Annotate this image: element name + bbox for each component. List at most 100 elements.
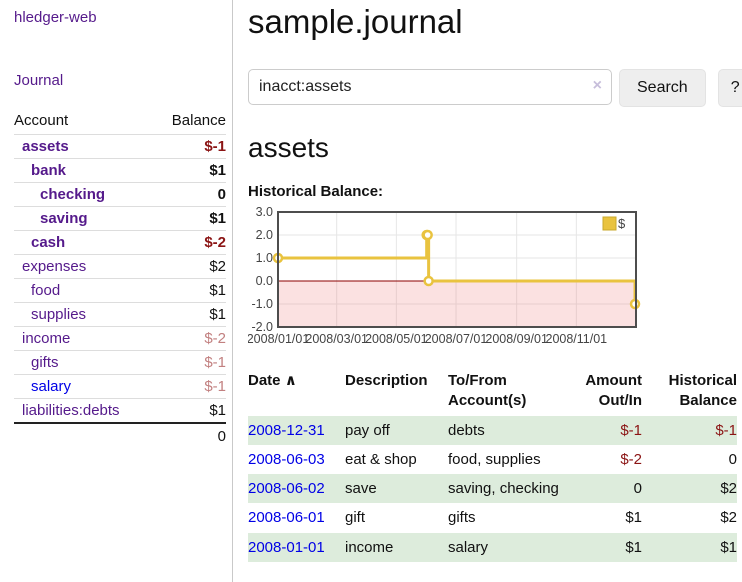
- account-row: liabilities:debts $1: [14, 399, 226, 424]
- account-row: supplies $1: [14, 303, 226, 327]
- transaction-balance: 0: [642, 445, 737, 474]
- transaction-accounts: food, supplies: [448, 445, 566, 474]
- transaction-accounts: salary: [448, 533, 566, 562]
- svg-text:2008/11/01: 2008/11/01: [546, 332, 608, 346]
- register-table: Date ∧ Description To/From Account(s) Am…: [248, 369, 737, 562]
- account-balance: $-1: [154, 375, 226, 399]
- account-balance: $1: [154, 303, 226, 327]
- transaction-accounts: debts: [448, 416, 566, 445]
- accounts-header-balance: Balance: [154, 110, 226, 135]
- transaction-date-link[interactable]: 2008-06-01: [248, 509, 325, 526]
- main-content: sample.journal × Search ? assets Histori…: [233, 0, 742, 582]
- transaction-description: save: [345, 474, 448, 503]
- account-balance: 0: [154, 183, 226, 207]
- svg-text:2008/01/01: 2008/01/01: [248, 332, 309, 346]
- table-row: 2008-06-02 savesaving, checking0$2: [248, 474, 737, 503]
- table-row: 2008-01-01incomesalary$1$1: [248, 533, 737, 562]
- accounts-total-value: 0: [154, 423, 226, 449]
- transaction-accounts: saving, checking: [448, 474, 566, 503]
- account-balance: $1: [154, 279, 226, 303]
- sidebar-account-gifts[interactable]: gifts: [31, 354, 59, 371]
- sidebar-account-bank[interactable]: bank: [31, 162, 66, 179]
- register-header-description: Description: [345, 369, 448, 416]
- transaction-balance: $2: [642, 474, 737, 503]
- svg-text:1.0: 1.0: [256, 251, 273, 265]
- accounts-header-account: Account: [14, 110, 154, 135]
- sidebar-account-checking[interactable]: checking: [40, 186, 105, 203]
- transaction-amount: $-2: [566, 445, 642, 474]
- sidebar-account-assets[interactable]: assets: [22, 138, 69, 155]
- account-row: food $1: [14, 279, 226, 303]
- search-button[interactable]: Search: [619, 69, 706, 107]
- account-row: expenses $2: [14, 255, 226, 279]
- search-input[interactable]: [248, 69, 612, 105]
- svg-text:0.0: 0.0: [256, 274, 273, 288]
- account-row: gifts $-1: [14, 351, 226, 375]
- account-title: assets: [248, 132, 742, 164]
- transaction-balance: $1: [642, 533, 737, 562]
- transaction-date-link[interactable]: 2008-01-01: [248, 539, 325, 556]
- table-row: 2008-06-01 giftgifts$1$2: [248, 503, 737, 532]
- account-row: assets $-1: [14, 135, 226, 159]
- accounts-table: Account Balance assets $-1 bank $1 checking 0…: [14, 110, 226, 449]
- account-row: income $-2: [14, 327, 226, 351]
- accounts-header-row: Account Balance: [14, 110, 226, 135]
- accounts-total-spacer: [14, 423, 154, 449]
- sidebar-account-food[interactable]: food: [31, 282, 60, 299]
- svg-text:-1.0: -1.0: [251, 297, 273, 311]
- register-header-date[interactable]: Date ∧: [248, 369, 345, 416]
- historical-balance-chart: $3.02.01.00.0-1.0-2.02008/01/012008/03/0…: [248, 205, 718, 351]
- sidebar-account-liabilities:debts[interactable]: liabilities:debts: [22, 402, 120, 419]
- account-balance: $2: [154, 255, 226, 279]
- search-bar: × Search ?: [248, 69, 742, 107]
- page-title: sample.journal: [248, 3, 742, 41]
- transaction-date-link[interactable]: 2008-06-02: [248, 480, 325, 497]
- account-row: saving $1: [14, 207, 226, 231]
- account-balance: $-1: [154, 351, 226, 375]
- account-balance: $-2: [154, 231, 226, 255]
- register-header-balance: Historical Balance: [642, 369, 737, 416]
- svg-text:3.0: 3.0: [256, 205, 273, 219]
- account-balance: $-1: [154, 135, 226, 159]
- account-balance: $1: [154, 159, 226, 183]
- account-row: salary $-1: [14, 375, 226, 399]
- transaction-balance: $2: [642, 503, 737, 532]
- svg-text:2008/09/01: 2008/09/01: [485, 332, 548, 346]
- svg-text:2008/05/01: 2008/05/01: [365, 332, 428, 346]
- sidebar: hledger-web Journal Account Balance asse…: [0, 0, 233, 582]
- search-input-wrap: ×: [248, 69, 612, 105]
- svg-text:2008/07/01: 2008/07/01: [425, 332, 488, 346]
- table-row: 2008-12-31pay offdebts$-1$-1: [248, 416, 737, 445]
- account-row: cash $-2: [14, 231, 226, 255]
- clear-search-icon[interactable]: ×: [593, 77, 602, 95]
- transaction-amount: $-1: [566, 416, 642, 445]
- app-title-link[interactable]: hledger-web: [14, 9, 225, 26]
- sidebar-account-income[interactable]: income: [22, 330, 70, 347]
- register-header-amount: Amount Out/In: [566, 369, 642, 416]
- transaction-amount: $1: [566, 533, 642, 562]
- sidebar-account-supplies[interactable]: supplies: [31, 306, 86, 323]
- transaction-date-link[interactable]: 2008-06-03: [248, 451, 325, 468]
- sidebar-account-expenses[interactable]: expenses: [22, 258, 86, 275]
- transaction-balance: $-1: [642, 416, 737, 445]
- account-balance: $1: [154, 207, 226, 231]
- sidebar-item-journal[interactable]: Journal: [14, 72, 225, 89]
- svg-text:2008/03/01: 2008/03/01: [305, 332, 368, 346]
- help-button[interactable]: ?: [718, 69, 742, 107]
- sidebar-account-salary[interactable]: salary: [31, 378, 71, 395]
- transaction-amount: 0: [566, 474, 642, 503]
- table-row: 2008-06-03eat & shopfood, supplies$-20: [248, 445, 737, 474]
- accounts-total-row: 0: [14, 423, 226, 449]
- svg-text:$: $: [618, 216, 626, 231]
- sidebar-account-saving[interactable]: saving: [40, 210, 88, 227]
- register-header-row: Date ∧ Description To/From Account(s) Am…: [248, 369, 737, 416]
- hledger-web-app: hledger-web Journal Account Balance asse…: [0, 0, 742, 582]
- sidebar-account-cash[interactable]: cash: [31, 234, 65, 251]
- transaction-description: income: [345, 533, 448, 562]
- transaction-date-link[interactable]: 2008-12-31: [248, 422, 325, 439]
- account-balance: $-2: [154, 327, 226, 351]
- transaction-accounts: gifts: [448, 503, 566, 532]
- account-balance: $1: [154, 399, 226, 424]
- transaction-amount: $1: [566, 503, 642, 532]
- transaction-description: gift: [345, 503, 448, 532]
